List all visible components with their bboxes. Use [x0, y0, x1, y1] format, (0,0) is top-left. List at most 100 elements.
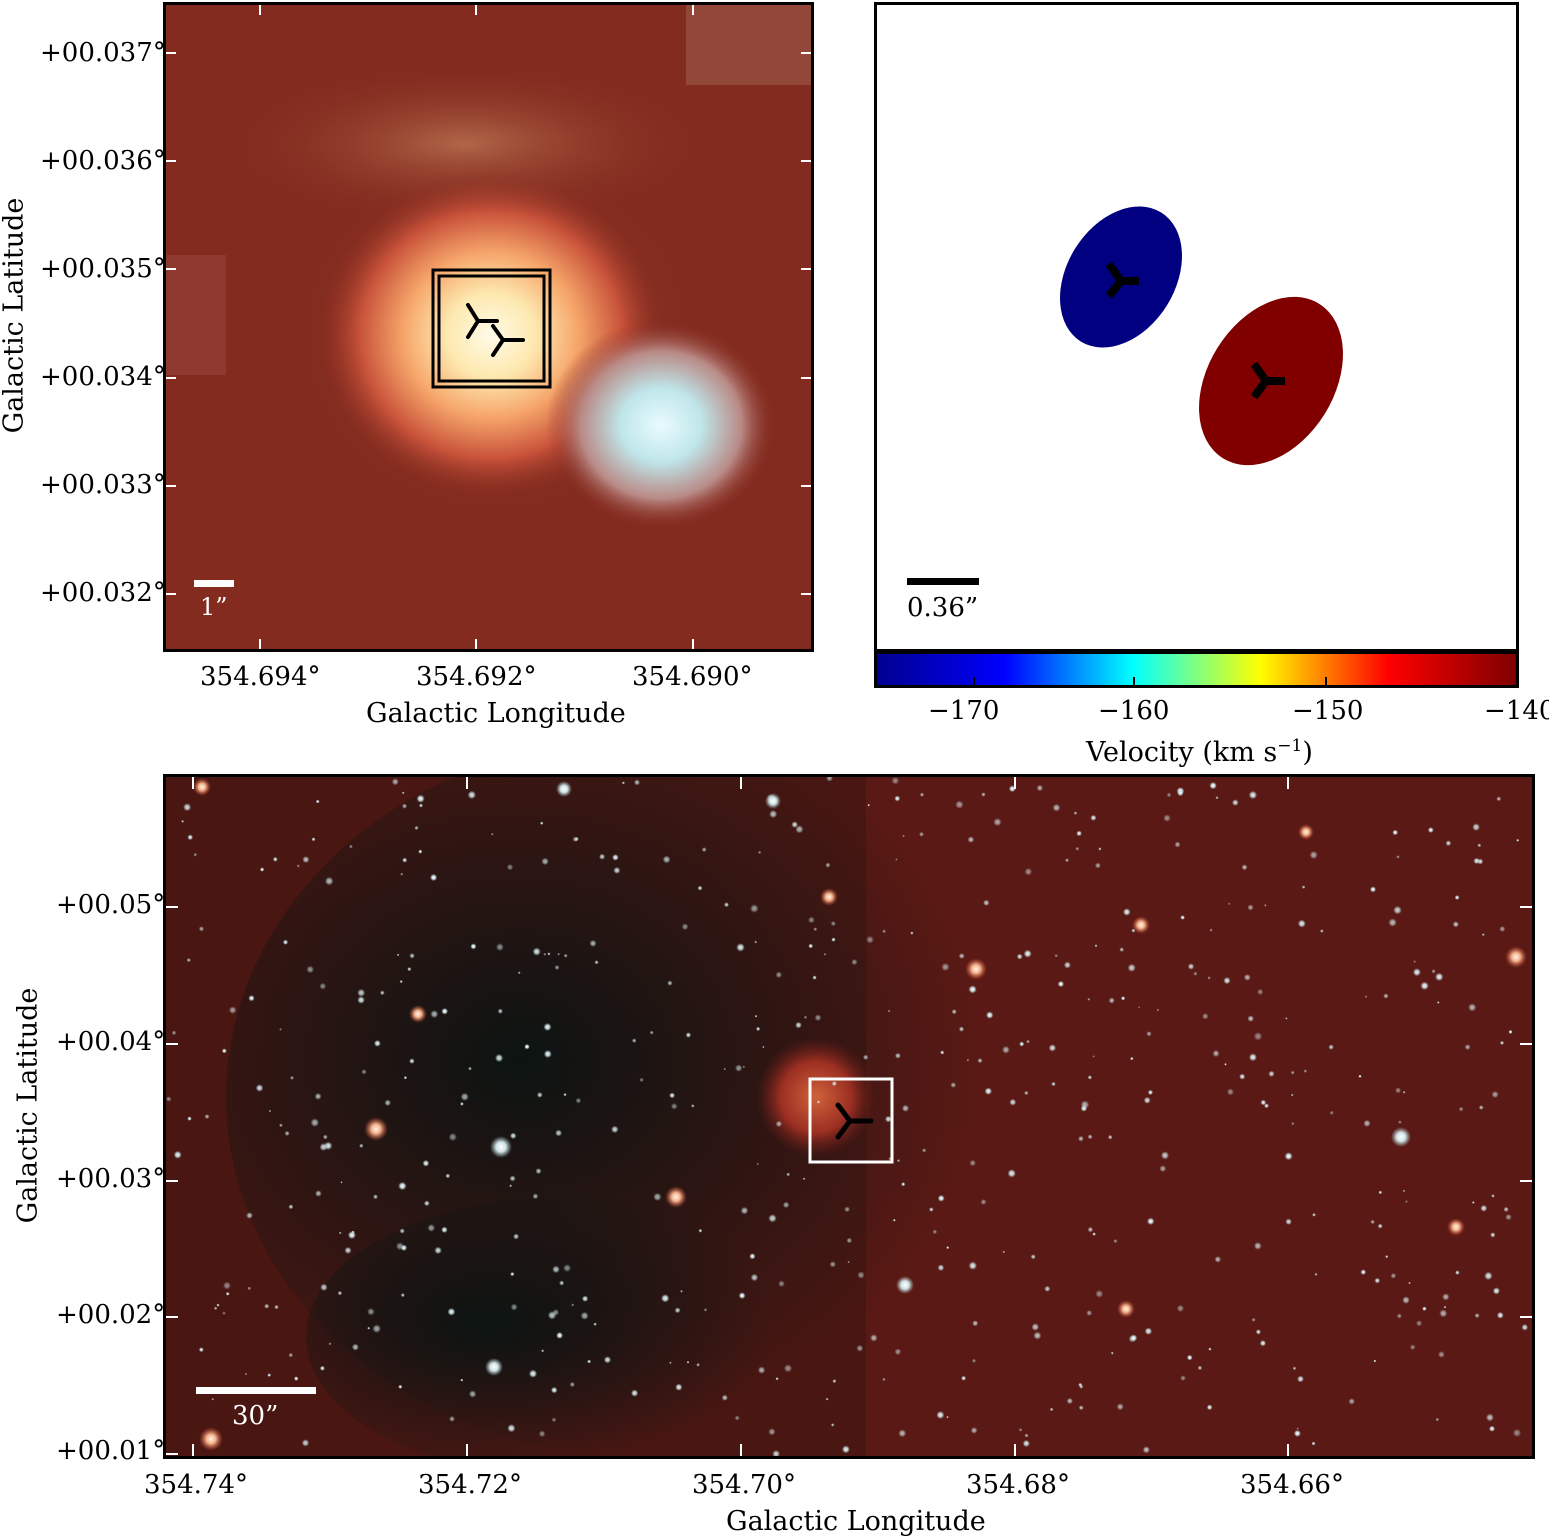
- star: [1108, 997, 1115, 1004]
- star: [211, 1397, 215, 1401]
- star: [1377, 1223, 1383, 1229]
- star: [866, 935, 874, 944]
- star: [1285, 1218, 1292, 1225]
- bright-star: [765, 793, 781, 809]
- star: [1110, 1351, 1114, 1355]
- star: [971, 1358, 977, 1363]
- star: [344, 1246, 352, 1254]
- star: [1491, 1090, 1499, 1099]
- star: [183, 803, 192, 812]
- star: [825, 862, 831, 868]
- star: [1247, 1015, 1254, 1022]
- star: [1023, 949, 1032, 958]
- x-tick-label: 354.72°: [418, 1470, 522, 1500]
- star: [315, 799, 320, 804]
- star: [328, 1342, 332, 1346]
- star: [401, 791, 405, 795]
- star: [409, 953, 415, 959]
- bright-star: [556, 781, 572, 797]
- star: [782, 1201, 790, 1209]
- star: [1434, 972, 1444, 982]
- star: [910, 931, 914, 935]
- y-tick-label: +00.02°: [56, 1300, 166, 1330]
- star: [367, 1307, 375, 1316]
- star: [1364, 995, 1368, 999]
- star: [1474, 1313, 1480, 1319]
- star: [1312, 1212, 1316, 1217]
- star: [310, 1118, 320, 1127]
- star: [1030, 1254, 1036, 1260]
- star: [340, 1181, 343, 1184]
- star: [1291, 1122, 1295, 1126]
- star: [844, 1206, 851, 1213]
- star: [675, 1383, 683, 1391]
- star: [1392, 829, 1399, 836]
- star: [1478, 1105, 1484, 1110]
- star: [895, 858, 898, 861]
- star: [928, 1207, 934, 1212]
- star: [1328, 1044, 1334, 1050]
- star: [1113, 1239, 1118, 1244]
- star: [563, 953, 568, 958]
- star: [1290, 1093, 1294, 1097]
- star: [274, 1304, 279, 1310]
- top-left-image-panel: 1”: [163, 2, 814, 652]
- star: [846, 1237, 853, 1244]
- star: [932, 1229, 938, 1235]
- star: [680, 1289, 683, 1293]
- star: [633, 779, 641, 786]
- star: [1477, 843, 1482, 848]
- star: [685, 1032, 692, 1038]
- star: [1402, 1296, 1410, 1304]
- star: [434, 1246, 442, 1255]
- star: [894, 795, 901, 802]
- star: [697, 885, 703, 891]
- bright-star: [1391, 1127, 1411, 1147]
- star: [599, 853, 606, 860]
- star: [660, 1294, 670, 1303]
- star: [829, 1261, 836, 1268]
- star: [1127, 963, 1136, 972]
- star: [1197, 1365, 1203, 1371]
- star: [1009, 1098, 1017, 1106]
- star: [391, 778, 399, 786]
- star: [946, 1415, 949, 1419]
- star: [611, 1125, 619, 1134]
- bright-star: [820, 888, 838, 906]
- star: [686, 1360, 690, 1364]
- star: [1480, 1204, 1488, 1212]
- star: [968, 985, 977, 994]
- star: [1159, 1165, 1167, 1173]
- star: [775, 1377, 779, 1381]
- star: [831, 1080, 837, 1087]
- star: [802, 1177, 806, 1181]
- star: [1503, 1206, 1509, 1213]
- star: [293, 1376, 299, 1381]
- star: [1405, 1200, 1408, 1203]
- star: [1180, 1375, 1186, 1381]
- star: [983, 899, 990, 906]
- star: [977, 1058, 983, 1064]
- colorbar-tick-label: −160: [1098, 696, 1170, 726]
- star: [1142, 1446, 1150, 1454]
- star: [1193, 971, 1198, 976]
- star: [1360, 1269, 1367, 1275]
- star: [1120, 996, 1126, 1001]
- star: [541, 857, 549, 866]
- star: [966, 1058, 970, 1062]
- star: [279, 1123, 283, 1128]
- star: [941, 962, 950, 972]
- star: [282, 939, 289, 945]
- star: [812, 975, 817, 980]
- velocity-map: [877, 5, 1516, 649]
- star: [897, 1159, 900, 1163]
- x-tick-label: 354.68°: [966, 1470, 1070, 1500]
- star: [742, 1065, 746, 1069]
- star: [1264, 1103, 1269, 1109]
- star: [193, 852, 198, 857]
- colorbar-tick-label: −140: [1484, 696, 1549, 726]
- star: [255, 1084, 264, 1092]
- star: [968, 1261, 978, 1270]
- star: [409, 1058, 415, 1064]
- star: [351, 1343, 359, 1351]
